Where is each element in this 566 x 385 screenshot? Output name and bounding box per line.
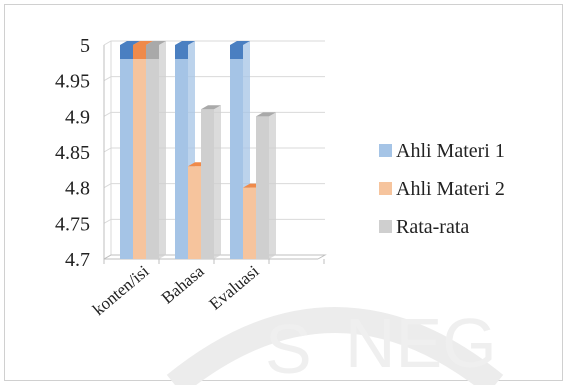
legend-label: Ahli Materi 2 [396, 178, 505, 200]
bar-front [146, 45, 159, 259]
legend: Ahli Materi 1 Ahli Materi 2 Rata-rata [379, 140, 505, 238]
bar-front [201, 109, 214, 259]
bar [256, 112, 276, 259]
chart-frame: 4.7 4.75 4.8 4.85 4.9 4.95 5 konten/isi Bahasa E… [4, 4, 563, 385]
bars [120, 41, 276, 259]
y-tick-label: 4.85 [55, 142, 90, 164]
x-tick-label: Bahasa [158, 261, 208, 307]
bar-top-band [120, 45, 133, 59]
legend-item: Rata-rata [379, 216, 469, 238]
legend-label: Rata-rata [396, 216, 469, 238]
legend-item: Ahli Materi 1 [379, 140, 505, 162]
bar-top [120, 41, 140, 45]
bar-side [214, 105, 221, 259]
legend-swatch [379, 182, 392, 195]
bar-top-band [175, 45, 188, 59]
legend-swatch [379, 220, 392, 233]
bar-front [256, 116, 269, 259]
bar-top [146, 41, 166, 45]
bar [201, 105, 221, 259]
bar-top-band [133, 45, 146, 59]
bar-top-band [230, 45, 243, 59]
y-tick-label: 4.75 [55, 213, 90, 235]
bar-chart: 4.7 4.75 4.8 4.85 4.9 4.95 5 konten/isi BahasaE… [55, 35, 505, 319]
bar-front [175, 45, 188, 259]
x-tick-label: konten/isi [89, 261, 153, 319]
y-tick-label: 4.8 [65, 178, 90, 200]
legend-swatch [379, 144, 392, 157]
x-tick-label: Evaluasi [206, 261, 263, 313]
y-tick-label: 5 [80, 35, 90, 57]
bar-side [269, 112, 276, 259]
y-tick-label: 4.7 [65, 249, 90, 271]
y-tick-label: 4.9 [65, 106, 90, 128]
bar-top [256, 112, 276, 117]
legend-item: Ahli Materi 2 [379, 178, 505, 200]
bar-top [230, 41, 250, 45]
bar-front [188, 166, 201, 259]
bar-side [159, 41, 166, 259]
legend-label: Ahli Materi 1 [396, 140, 505, 162]
bar-front [120, 45, 133, 259]
bar-front [133, 45, 146, 259]
bar-top-band [146, 45, 159, 59]
y-tick-labels: 4.7 4.75 4.8 4.85 4.9 4.95 5 [55, 35, 90, 271]
y-tick-label: 4.95 [55, 71, 90, 93]
bar [146, 41, 166, 259]
bar-top [175, 41, 195, 45]
bar-front [230, 45, 243, 259]
bar-top [201, 105, 221, 110]
bar-front [243, 187, 256, 259]
bar-top [133, 41, 153, 45]
